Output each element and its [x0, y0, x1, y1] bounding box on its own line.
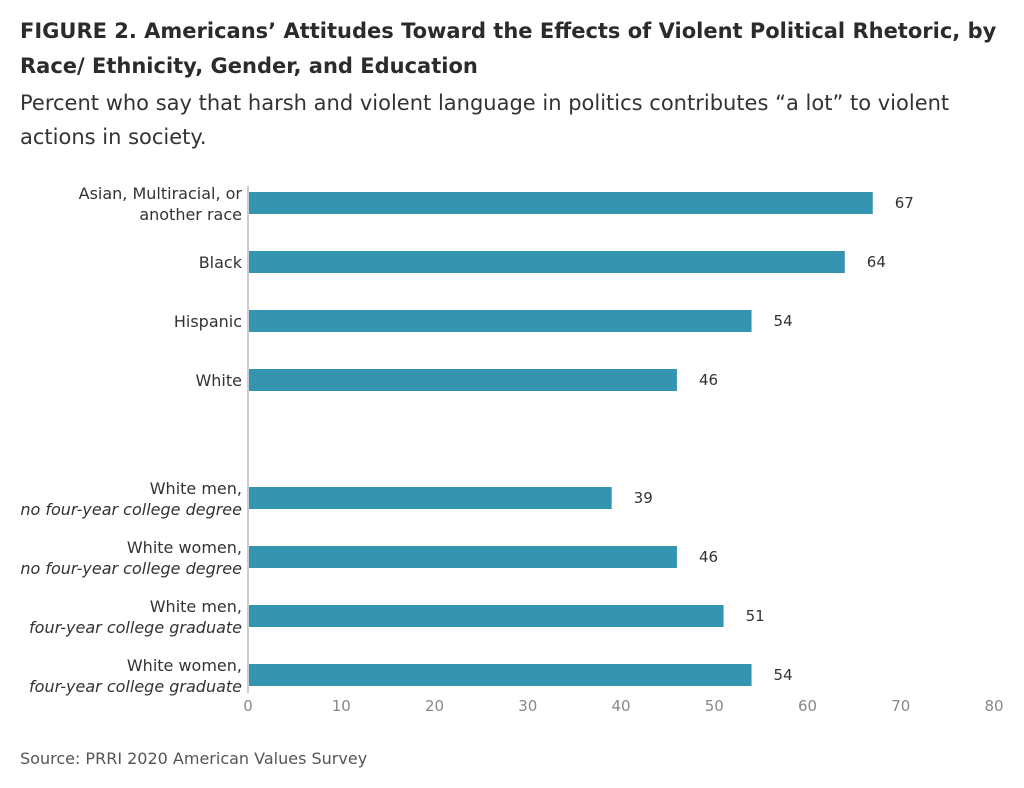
chart-subtitle: Percent who say that harsh and violent l… [20, 91, 950, 149]
category-label: White men, [150, 597, 242, 616]
category-label: White [195, 371, 242, 390]
x-tick-label: 0 [243, 697, 253, 715]
x-tick-label: 30 [518, 697, 537, 715]
data-label: 54 [774, 666, 793, 684]
category-label: another race [139, 205, 242, 224]
category-label: White women, [127, 656, 242, 675]
data-label: 64 [867, 253, 886, 271]
x-tick-label: 40 [611, 697, 630, 715]
data-label: 51 [746, 607, 765, 625]
category-label: four-year college graduate [29, 677, 242, 696]
bar [249, 487, 612, 509]
category-label: White women, [127, 538, 242, 557]
category-label: Hispanic [174, 312, 242, 331]
data-label: 46 [699, 371, 718, 389]
bar [249, 664, 752, 686]
category-label: Black [199, 253, 243, 272]
data-label: 46 [699, 548, 718, 566]
data-label: 39 [634, 489, 653, 507]
source-note: Source: PRRI 2020 American Values Survey [20, 749, 368, 768]
x-tick-label: 60 [798, 697, 817, 715]
data-label: 67 [895, 194, 914, 212]
x-tick-label: 50 [705, 697, 724, 715]
data-label: 54 [774, 312, 793, 330]
bar [249, 251, 845, 273]
bar [249, 310, 752, 332]
x-tick-label: 20 [425, 697, 444, 715]
category-label: Asian, Multiracial, or [79, 184, 243, 203]
bar [249, 605, 724, 627]
bar [249, 192, 873, 214]
category-label: four-year college graduate [29, 618, 242, 637]
x-tick-label: 10 [332, 697, 351, 715]
x-tick-label: 70 [891, 697, 910, 715]
category-label: no four-year college degree [20, 500, 242, 519]
category-label: no four-year college degree [20, 559, 242, 578]
chart-title: FIGURE 2. Americans’ Attitudes Toward th… [20, 19, 997, 78]
bar [249, 369, 677, 391]
bar [249, 546, 677, 568]
x-tick-label: 80 [984, 697, 1003, 715]
category-label: White men, [150, 479, 242, 498]
